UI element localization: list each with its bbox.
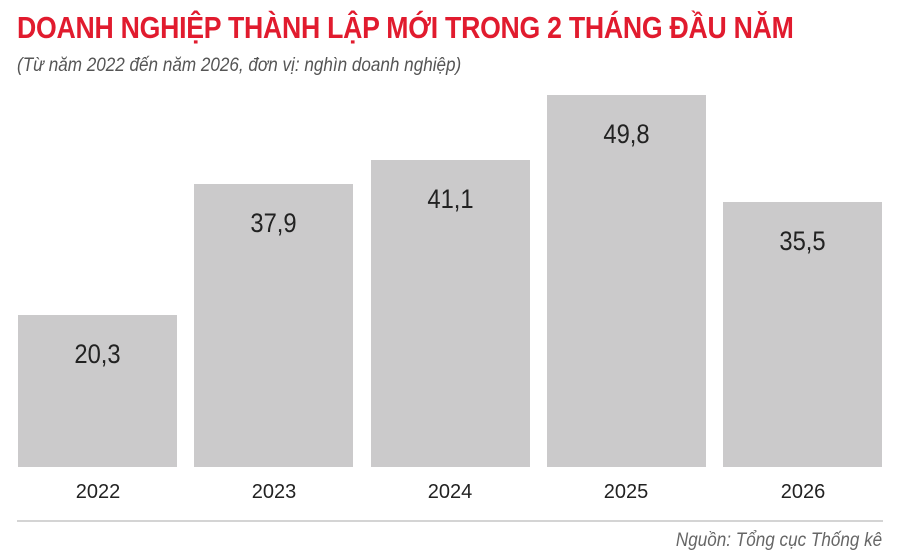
chart-subtitle: (Từ năm 2022 đến năm 2026, đơn vị: nghìn…: [17, 55, 462, 76]
category-label-2026: 2026: [780, 481, 826, 503]
category-label-2025: 2025: [603, 481, 649, 503]
bar-2024: 41,1: [371, 160, 530, 467]
x-axis-line: [17, 520, 883, 522]
source-note: Nguồn: Tổng cục Thống kê: [675, 530, 882, 551]
bar-2026: 35,5: [723, 202, 882, 467]
category-label-2022: 2022: [75, 481, 121, 503]
value-label: 41,1: [427, 184, 474, 214]
category-label-2023: 2023: [251, 481, 297, 503]
value-label: 35,5: [779, 226, 826, 256]
value-label: 49,8: [603, 119, 650, 149]
value-label: 37,9: [250, 208, 297, 238]
bar-2022: 20,3: [18, 315, 177, 467]
category-label-2024: 2024: [427, 481, 473, 503]
bar-2025: 49,8: [547, 95, 706, 467]
chart-title: DOANH NGHIỆP THÀNH LẬP MỚI TRONG 2 THÁNG…: [17, 10, 794, 45]
bar-2023: 37,9: [194, 184, 353, 467]
value-label: 20,3: [74, 339, 121, 369]
